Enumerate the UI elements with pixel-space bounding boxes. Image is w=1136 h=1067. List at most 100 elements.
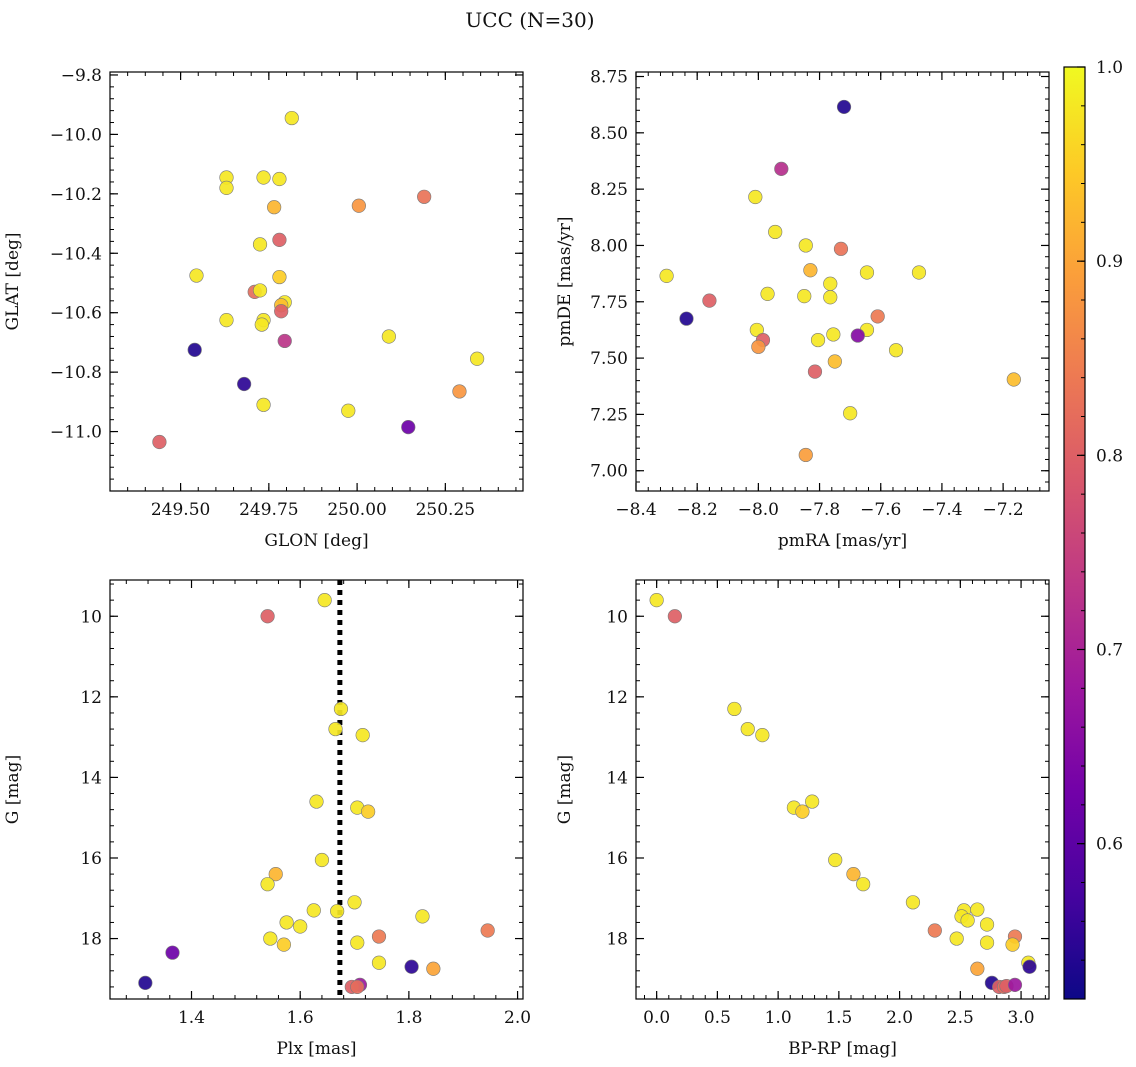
scatter-point [870, 309, 885, 324]
scatter-point [314, 852, 330, 868]
scatter-point [807, 364, 823, 379]
panel-pmra-pmde: −8.4 −8.2 −8.0 −7.8 −7.6 −7.4 −7.2 7.00 7.25 7.50… [555, 68, 1050, 551]
x-axis-label: BP-RP [mag] [788, 1039, 897, 1059]
x-tick-label: 250.25 [416, 500, 475, 520]
scatter-point [328, 721, 343, 737]
scatter-point [846, 867, 861, 882]
scatter-point [970, 961, 985, 976]
x-axis-label: pmRA [mas/yr] [778, 531, 907, 551]
y-axis-label: G [mag] [3, 755, 23, 824]
scatter-point [667, 609, 682, 624]
x-tick-label: 2.5 [947, 1008, 974, 1028]
scatter-point [293, 919, 308, 934]
colorbar-tick-label: 1.0 [1096, 58, 1123, 78]
x-tick-label: 250.00 [327, 500, 386, 520]
y-tick-label: 14 [80, 768, 102, 788]
scatter-point [189, 268, 204, 283]
scatter-point [350, 979, 365, 995]
scatter-point [843, 406, 858, 421]
y-tick-label: 7.00 [590, 462, 628, 482]
scatter-point [452, 384, 467, 399]
scatter-point [826, 327, 841, 342]
x-tick-label: −8.4 [615, 500, 656, 520]
x-tick-label: 1.6 [287, 1008, 314, 1028]
scatter-point [317, 593, 332, 608]
scatter-point [823, 276, 838, 291]
scatter-point [306, 903, 321, 918]
y-tick-label: 10 [80, 607, 102, 627]
y-tick-label: −10.2 [50, 185, 102, 205]
y-tick-label: 18 [80, 930, 102, 950]
scatter-point [805, 794, 820, 809]
scatter-point [979, 917, 995, 932]
scatter-point [351, 198, 366, 213]
scatter-point [361, 804, 376, 819]
y-axis-label: pmDE [mas/yr] [555, 216, 575, 346]
scatter-point [795, 804, 810, 819]
axes-frame [635, 579, 1050, 1000]
scatter-point [355, 728, 370, 743]
scatter-point [274, 304, 289, 319]
scatter-point [833, 241, 849, 256]
x-tick-label: −7.4 [921, 500, 962, 520]
scatter-point [727, 701, 742, 717]
x-tick-label: 2.0 [504, 1008, 531, 1028]
y-tick-label: 18 [606, 930, 628, 950]
y-tick-label: 8.50 [590, 124, 628, 144]
scatter-point [979, 935, 995, 950]
scatter-point [272, 269, 287, 285]
x-tick-label: −7.8 [799, 500, 840, 520]
scatter-point [679, 311, 694, 326]
scatter-point [798, 447, 813, 463]
scatter-point [219, 180, 234, 195]
scatter-point [347, 895, 362, 910]
x-tick-label: 0.0 [643, 1008, 670, 1028]
x-tick-label: 3.0 [1008, 1008, 1035, 1028]
scatter-point [751, 339, 766, 354]
axes-frame [109, 71, 524, 492]
x-tick-label: 1.0 [765, 1008, 792, 1028]
scatter-point [272, 171, 287, 187]
scatter-point [371, 929, 387, 944]
scatter-point [774, 161, 789, 176]
y-tick-label: 12 [80, 688, 102, 708]
scatter-point [333, 701, 349, 717]
scatter-point [237, 376, 252, 392]
scatter-point [219, 313, 234, 328]
scatter-point [856, 877, 871, 892]
scatter-point [859, 265, 875, 280]
scatter-point [960, 913, 975, 928]
scatter-point [138, 975, 153, 990]
scatter-point [1022, 959, 1037, 974]
y-tick-label: −10.6 [50, 304, 102, 324]
scatter-point [760, 286, 775, 301]
x-axis-label: GLON [deg] [264, 531, 368, 551]
scatter-point [426, 961, 441, 976]
y-tick-label: −10.4 [50, 244, 102, 264]
x-tick-label: 1.4 [178, 1008, 205, 1028]
y-tick-label: 16 [606, 849, 628, 869]
axes-frame [109, 579, 524, 1000]
x-tick-label: −7.2 [982, 500, 1023, 520]
scatter-point [911, 265, 927, 280]
scatter-point [284, 110, 299, 126]
x-tick-label: 0.5 [704, 1008, 731, 1028]
scatter-point [268, 867, 283, 882]
scatter-point [748, 189, 763, 205]
axes-frame [635, 71, 1050, 492]
x-tick-label: 1.8 [395, 1008, 422, 1028]
scatter-point [152, 434, 167, 450]
scatter-point [740, 721, 755, 737]
y-tick-label: 7.75 [590, 293, 628, 313]
x-tick-label: 249.50 [151, 500, 210, 520]
scatter-point [970, 902, 985, 917]
scatter-point [371, 955, 387, 970]
scatter-point [797, 289, 812, 304]
x-tick-label: −7.6 [860, 500, 901, 520]
scatter-point [252, 237, 268, 252]
y-axis-label: G [mag] [555, 755, 575, 824]
colorbar: 0.6 0.7 0.8 0.9 1.0 [1063, 58, 1123, 1000]
scatter-point [417, 189, 432, 204]
scatter-point [810, 332, 826, 348]
